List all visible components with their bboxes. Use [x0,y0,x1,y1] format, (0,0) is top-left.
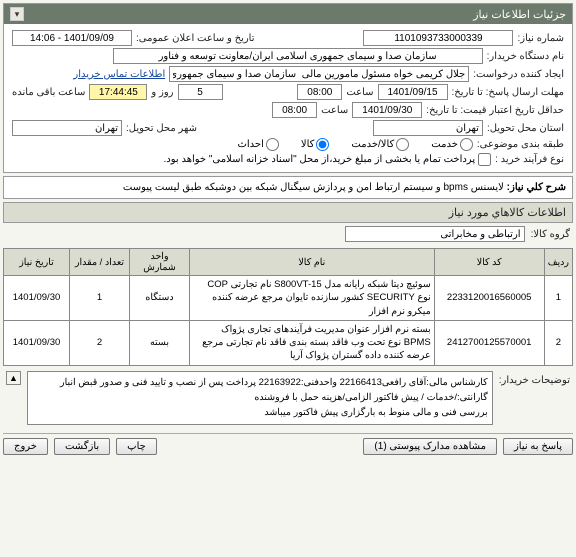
radio-service[interactable]: کالا/خدمت [351,138,409,151]
subject-class-label: طبقه بندی موضوعی: [477,139,564,150]
days-and-label: روز و [151,87,173,98]
radio-goods[interactable]: کالا [301,138,330,151]
table-row[interactable]: 1 2233120016560005 سوئیچ دیتا شبکه رایان… [4,276,573,321]
city-label: شهر محل تحویل: [126,123,197,134]
radio-build-input[interactable] [266,138,279,151]
need-desc-box: شرح كلي نياز: لایسنس bpms و سیستم ارتباط… [3,176,573,199]
buyer-org-field[interactable] [113,48,483,64]
radio-build[interactable]: احداث [237,138,278,151]
cell-qty: 1 [70,276,130,321]
col-row: ردیف [544,249,572,276]
cell-date: 1401/09/30 [4,320,70,365]
city-field[interactable] [12,120,122,136]
attachments-button[interactable]: مشاهده مدارک پیوستی (1) [363,438,497,455]
requester-field[interactable] [169,66,469,82]
notes-box[interactable]: کارشناس مالی:آقای رافعی22166413 واحدفنی:… [27,371,493,425]
back-button[interactable]: بازگشت [54,438,110,455]
treasury-note: پرداخت تمام یا بخشی از مبلغ خرید،از محل … [164,154,476,165]
treasury-checkbox-input[interactable] [478,153,491,166]
reply-button[interactable]: پاسخ به نیاز [503,438,573,455]
notes-row: توضیحات خریدار: کارشناس مالی:آقای رافعی2… [0,369,576,427]
days-remaining [178,84,223,100]
requester-label: ایجاد کننده درخواست: [473,69,564,80]
group-field[interactable] [345,226,525,242]
footer-bar: پاسخ به نیاز مشاهده مدارک پیوستی (1) چاپ… [3,433,573,455]
table-row[interactable]: 2 2412700125570001 بسته نرم افزار عنوان … [4,320,573,365]
print-button[interactable]: چاپ [116,438,157,455]
treasury-checkbox[interactable]: پرداخت تمام یا بخشی از مبلغ خرید،از محل … [164,153,492,166]
radio-service-label: کالا/خدمت [351,139,394,150]
cell-name: سوئیچ دیتا شبکه رایانه مدل S800VT-15 نام… [190,276,435,321]
exit-button[interactable]: خروج [3,438,48,455]
contact-link[interactable]: اطلاعات تماس خریدار [73,69,165,80]
radio-goods-input[interactable] [316,138,329,151]
col-qty: تعداد / مقدار [70,249,130,276]
time-remaining-suffix: ساعت باقی مانده [12,87,85,98]
province-field[interactable] [373,120,483,136]
items-panel-title: اطلاعات كالاهاي مورد نياز [449,207,566,219]
radio-service2-label: خدمت [431,139,458,150]
notes-label: توضیحات خریدار: [499,371,570,386]
reply-deadline-label: مهلت ارسال پاسخ: تا تاریخ: [452,87,564,98]
cell-idx: 1 [544,276,572,321]
items-header-row: ردیف کد کالا نام کالا واحد شمارش تعداد /… [4,249,573,276]
need-no-field[interactable] [363,30,513,46]
cell-qty: 2 [70,320,130,365]
province-label: استان محل تحویل: [487,123,564,134]
time-remaining [89,84,147,100]
valid-until-time[interactable] [272,102,317,118]
cell-unit: دستگاه [130,276,190,321]
items-panel-header: اطلاعات كالاهاي مورد نياز [3,202,573,223]
need-desc-text: لایسنس bpms و سیستم ارتباط امن و پردازش … [123,182,504,193]
need-info-title: جزئیات اطلاعات نیاز [24,8,566,21]
need-info-panel: جزئیات اطلاعات نیاز ▾ شماره نیاز: تاریخ … [3,3,573,173]
purchase-type-label: نوع فرآیند خرید : [495,154,564,165]
need-no-label: شماره نیاز: [517,33,564,44]
valid-time-label: ساعت [321,105,348,116]
cell-unit: بسته [130,320,190,365]
col-unit: واحد شمارش [130,249,190,276]
items-table: ردیف کد کالا نام کالا واحد شمارش تعداد /… [3,248,573,366]
radio-service2[interactable]: خدمت [431,138,473,151]
valid-until-date[interactable] [352,102,422,118]
group-label: گروه کالا: [531,229,570,240]
valid-until-label: حداقل تاریخ اعتبار قیمت: تا تاریخ: [426,105,564,116]
radio-service-input[interactable] [396,138,409,151]
need-info-header: جزئیات اطلاعات نیاز ▾ [4,4,572,24]
cell-code: 2233120016560005 [434,276,544,321]
cell-name: بسته نرم افزار عنوان مدیریت فرآیندهای تج… [190,320,435,365]
cell-idx: 2 [544,320,572,365]
radio-goods-label: کالا [301,139,315,150]
reply-deadline-time[interactable] [297,84,342,100]
reply-time-label: ساعت [346,87,373,98]
collapse-icon[interactable]: ▾ [10,7,24,21]
radio-build-label: احداث [237,139,263,150]
col-code: کد کالا [434,249,544,276]
radio-service2-input[interactable] [460,138,473,151]
col-name: نام کالا [190,249,435,276]
reply-deadline-date[interactable] [378,84,448,100]
announce-label: تاریخ و ساعت اعلان عمومی: [136,33,255,44]
cell-code: 2412700125570001 [434,320,544,365]
cell-date: 1401/09/30 [4,276,70,321]
col-date: تاریخ نیاز [4,249,70,276]
announce-field[interactable] [12,30,132,46]
group-row: گروه کالا: [0,223,576,245]
scroll-up-icon[interactable]: ▲ [6,371,21,385]
need-desc-label: شرح كلي نياز: [507,182,566,193]
buyer-org-label: نام دستگاه خریدار: [487,51,564,62]
need-info-body: شماره نیاز: تاریخ و ساعت اعلان عمومی: نا… [4,24,572,172]
